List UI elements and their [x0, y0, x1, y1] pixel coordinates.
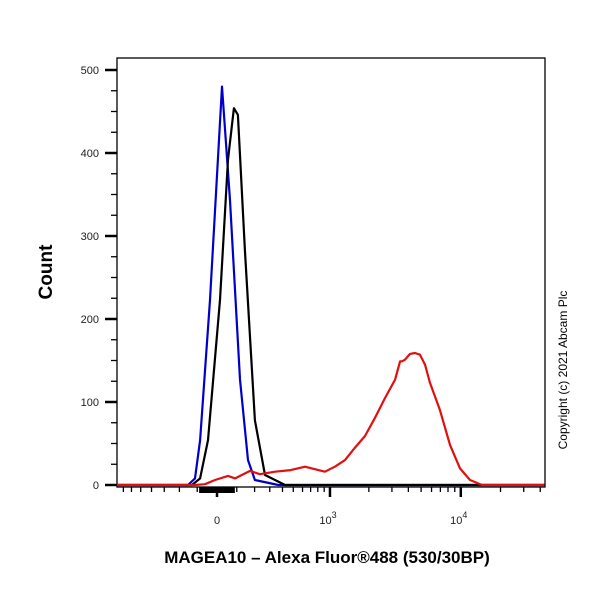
series-line-1 [117, 107, 545, 487]
series-line-0 [117, 85, 545, 487]
y-axis-title: Count [36, 244, 57, 300]
plot-frame [116, 57, 546, 488]
x-tick-label: 104 [450, 510, 467, 527]
x-tick-exponent: 3 [332, 510, 337, 520]
series-layer [117, 85, 545, 487]
y-tick-label: 0 [93, 480, 99, 492]
y-tick-label: 200 [81, 314, 99, 326]
copyright-text: Copyright (c) 2021 Abcam Plc [556, 291, 570, 450]
y-tick-label: 400 [81, 148, 99, 160]
x-tick-label: 0 [214, 515, 220, 527]
x-tick-exponent: 4 [462, 510, 467, 520]
x-axis: 0 103 104 [122, 487, 541, 527]
series-line-2 [117, 351, 545, 487]
x-tick-label: 103 [319, 510, 336, 527]
y-axis: 0 100 200 300 400 500 [81, 65, 117, 492]
y-tick-label: 300 [81, 231, 99, 243]
x-zero-region-ticks [199, 487, 235, 493]
y-tick-label: 500 [81, 65, 99, 77]
y-tick-label: 100 [81, 397, 99, 409]
x-axis-title: MAGEA10 – Alexa Fluor®488 (530/30BP) [164, 548, 490, 567]
